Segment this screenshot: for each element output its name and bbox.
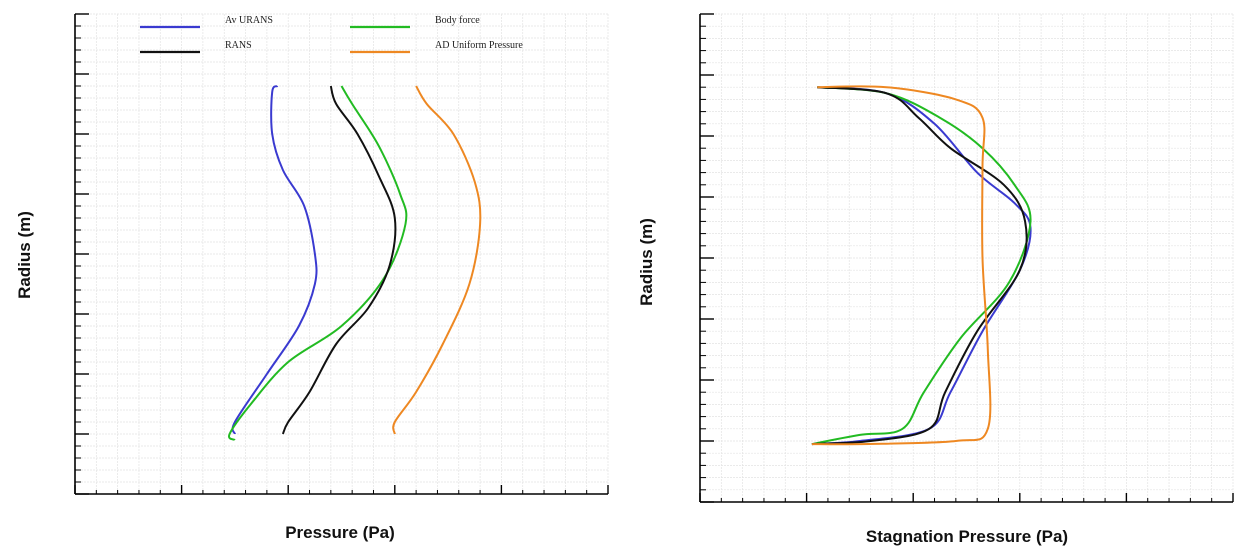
y-axis-title: Radius (m)	[15, 211, 34, 299]
grid	[74, 13, 609, 495]
x-axis-title: Pressure (Pa)	[285, 523, 395, 542]
legend-label: Body force	[435, 15, 480, 26]
series-line-1-1	[811, 86, 1032, 446]
series-line-1-2	[811, 86, 1028, 446]
chart-panel-left: Av URANS Body force RANS AD Uniform Pressur…	[15, 13, 609, 542]
legend: Av URANS Body force RANS AD Uniform Pressur…	[140, 15, 523, 54]
series-line-0-0	[231, 85, 318, 435]
x-axis-title: Stagnation Pressure (Pa)	[866, 527, 1068, 546]
series-line-0-3	[392, 85, 482, 435]
legend-label: RANS	[225, 40, 252, 51]
y-axis-ticks	[700, 13, 714, 503]
legend-label: Av URANS	[225, 15, 273, 26]
series-line-0-1	[228, 85, 408, 441]
grid	[699, 13, 1234, 503]
x-axis-ticks	[699, 493, 1234, 502]
series-line-1-3	[811, 85, 992, 446]
series-line-0-2	[281, 85, 397, 435]
y-axis-ticks	[75, 13, 89, 495]
x-axis-ticks	[74, 485, 609, 494]
chart-panel-right: Stagnation Pressure (Pa) Radius (m)	[637, 13, 1234, 546]
series-line-1-0	[811, 86, 1032, 446]
legend-label: AD Uniform Pressure	[435, 40, 523, 51]
y-axis-title: Radius (m)	[637, 218, 656, 306]
